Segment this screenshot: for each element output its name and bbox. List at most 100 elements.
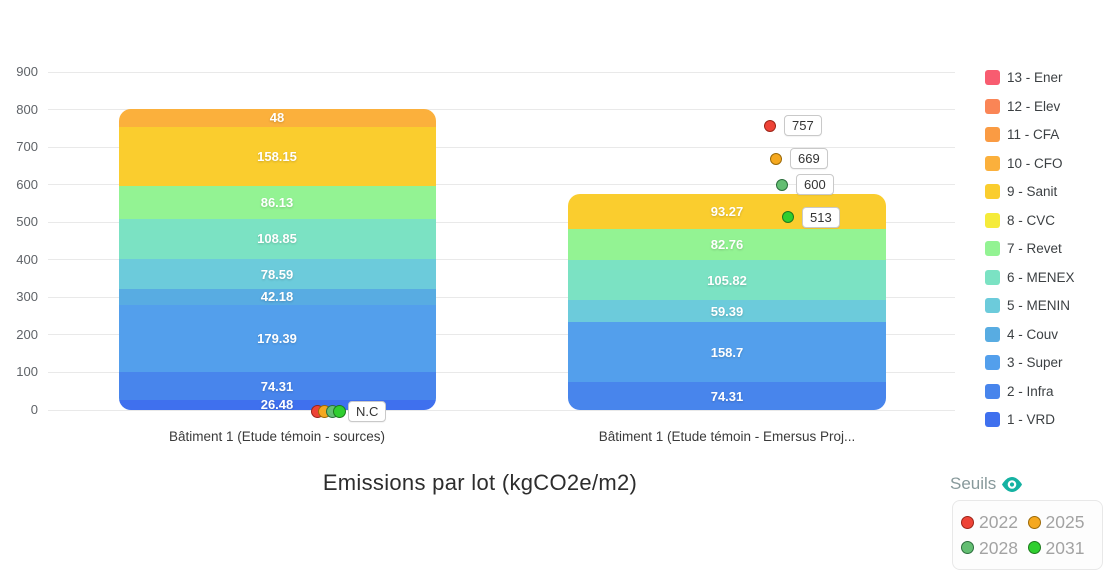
bar-segment-6-MENEX[interactable]: 105.82 (568, 260, 886, 301)
seuils-header: Seuils (950, 474, 1023, 494)
seuils-legend: 2022 2025 2028 2031 (952, 500, 1103, 570)
legend-item-10-CFO[interactable]: 10 - CFO (985, 155, 1075, 171)
legend-swatch (985, 269, 1000, 285)
legend-item-label: 3 - Super (1007, 355, 1063, 370)
legend-swatch (985, 298, 1000, 313)
y-tick-label: 100 (16, 364, 38, 380)
legend-item-8-CVC[interactable]: 8 - CVC (985, 212, 1075, 228)
legend-item-5-MENIN[interactable]: 5 - MENIN (985, 298, 1075, 313)
legend-item-label: 4 - Couv (1007, 326, 1059, 342)
bar-segment-3-Super[interactable]: 179.39 (118, 304, 436, 373)
series-legend: 13 - Ener 12 - Elev 11 - CFA 10 - CFO 9 - Sa… (985, 70, 1075, 427)
threshold-value-label: 757 (784, 115, 822, 137)
bar-segment-2-Infra[interactable]: 74.31 (118, 372, 436, 400)
legend-item-label: 2 - Infra (1007, 383, 1054, 399)
segment-value-label: 93.27 (710, 204, 744, 220)
segment-value-label: 42.18 (260, 289, 294, 305)
segment-value-label: 158.7 (710, 344, 744, 360)
seuil-dot-2031 (1027, 541, 1041, 555)
bar-segment-7-Revet[interactable]: 86.13 (118, 186, 436, 219)
legend-swatch (985, 127, 1000, 142)
threshold-value-label: 513 (802, 206, 840, 228)
segment-value-label: 26.48 (260, 397, 294, 410)
threshold-dot-2031[interactable] (782, 211, 794, 224)
threshold-dot-2022[interactable] (764, 119, 776, 132)
gridline (48, 221, 955, 223)
legend-item-1-VRD[interactable]: 1 - VRD (985, 412, 1075, 427)
legend-swatch (985, 412, 1000, 427)
y-tick-label: 200 (16, 326, 38, 342)
bar-segment-7-Revet[interactable]: 82.76 (568, 229, 886, 261)
bar-segment-9-Sanit[interactable]: 158.15 (118, 126, 436, 187)
chart-title: Emissions par lot (kgCO2e/m2) (322, 470, 638, 495)
legend-item-3-Super[interactable]: 3 - Super (985, 355, 1075, 370)
segment-value-label: 179.39 (257, 330, 297, 346)
y-tick-label: 900 (16, 64, 38, 79)
legend-swatch (985, 355, 1000, 370)
bar-segment-4-Couv[interactable]: 42.18 (118, 288, 436, 305)
threshold-value-label: 669 (790, 148, 828, 170)
legend-item-label: 8 - CVC (1007, 212, 1056, 228)
segment-value-label: 59.39 (710, 303, 744, 319)
y-tick-label: 300 (16, 289, 38, 305)
legend-item-label: 10 - CFO (1007, 155, 1063, 171)
legend-item-12-Elev[interactable]: 12 - Elev (985, 98, 1075, 114)
legend-item-13-Ener[interactable]: 13 - Ener (985, 70, 1075, 85)
y-tick-label: 500 (16, 214, 38, 230)
y-tick-label: 700 (16, 139, 38, 155)
legend-item-7-Revet[interactable]: 7 - Revet (985, 241, 1075, 256)
segment-value-label: 78.59 (260, 266, 294, 282)
threshold-nc-label: N.C (348, 400, 387, 422)
legend-item-label: 11 - CFA (1007, 127, 1060, 142)
segment-value-label: 108.85 (257, 231, 297, 247)
stacked-bar: 48 158.15 86.13 108.85 78.59 42.18 179.39 74.31… (118, 108, 436, 410)
seuil-year-2022: 2022 (961, 512, 1028, 532)
legend-swatch (985, 326, 1000, 342)
y-tick-label: 400 (16, 251, 38, 267)
bar-segment-3-Super[interactable]: 158.7 (568, 322, 886, 383)
gridline (48, 146, 955, 148)
gridline (48, 334, 955, 336)
gridline (48, 259, 955, 261)
legend-swatch (985, 383, 1000, 399)
segment-value-label: 74.31 (260, 378, 294, 394)
legend-swatch (985, 212, 1000, 228)
bar-segment-6-MENEX[interactable]: 108.85 (118, 218, 436, 260)
seuil-year-label: 2025 (1045, 512, 1085, 533)
seuil-dot-2022 (961, 515, 974, 529)
segment-value-label: 86.13 (260, 194, 294, 210)
threshold-dot-2031[interactable] (333, 404, 346, 418)
seuil-year-label: 2031 (1045, 537, 1085, 558)
seuil-dot-2028 (961, 541, 974, 555)
legend-item-label: 1 - VRD (1007, 412, 1056, 427)
segment-value-label: 74.31 (710, 388, 744, 404)
legend-item-label: 7 - Revet (1007, 241, 1062, 256)
legend-item-label: 6 - MENEX (1007, 269, 1075, 285)
segment-value-label: 158.15 (257, 148, 297, 164)
threshold-value-label: 600 (796, 174, 834, 196)
bar-segment-5-MENIN[interactable]: 78.59 (118, 259, 436, 289)
threshold-dot-2028[interactable] (776, 178, 788, 191)
legend-item-label: 12 - Elev (1007, 98, 1061, 114)
threshold-dot-2025[interactable] (770, 152, 782, 165)
legend-item-6-MENEX[interactable]: 6 - MENEX (985, 269, 1075, 285)
bar-segment-1-VRD[interactable]: 26.48 (118, 397, 436, 410)
legend-item-11-CFA[interactable]: 11 - CFA (985, 127, 1075, 142)
gridline (48, 109, 955, 111)
seuil-year-2025: 2025 (1027, 512, 1095, 533)
legend-item-2-Infra[interactable]: 2 - Infra (985, 383, 1075, 399)
gridline (48, 71, 955, 73)
legend-item-4-Couv[interactable]: 4 - Couv (985, 326, 1075, 342)
seuil-dot-2025 (1027, 515, 1041, 529)
legend-item-9-Sanit[interactable]: 9 - Sanit (985, 184, 1075, 199)
gridline (48, 371, 955, 373)
bar-segment-2-Infra[interactable]: 74.31 (568, 382, 886, 410)
bar-segment-10-CFO[interactable]: 48 (118, 108, 436, 127)
segment-value-label: 105.82 (707, 272, 747, 288)
plot-area: 48 158.15 86.13 108.85 78.59 42.18 179.39 74.31… (48, 71, 955, 422)
eye-icon[interactable] (1001, 476, 1023, 493)
y-axis: 0 100 200 300 400 500 600 700 800 900 (0, 64, 38, 417)
bar-segment-5-MENIN[interactable]: 59.39 (568, 300, 886, 323)
seuil-year-2031: 2031 (1027, 537, 1095, 558)
